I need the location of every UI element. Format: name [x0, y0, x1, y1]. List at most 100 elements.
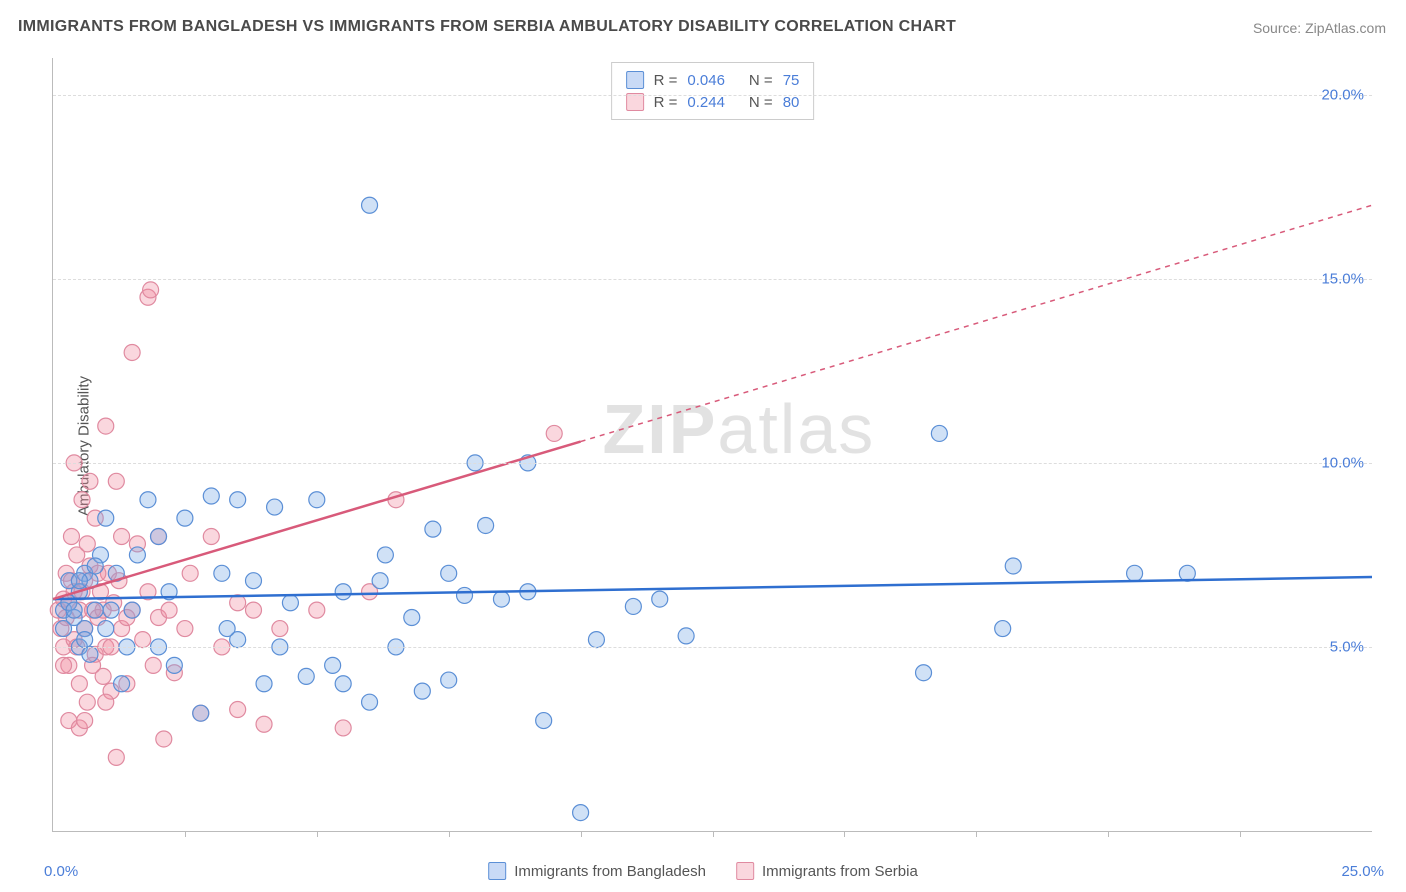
data-point — [166, 657, 182, 673]
data-point — [135, 632, 151, 648]
data-point — [214, 565, 230, 581]
data-point — [151, 529, 167, 545]
data-point — [1127, 565, 1143, 581]
data-point — [362, 197, 378, 213]
data-point — [414, 683, 430, 699]
data-point — [82, 473, 98, 489]
data-point — [140, 492, 156, 508]
data-point — [282, 595, 298, 611]
data-point — [573, 805, 589, 821]
x-max-label: 25.0% — [1341, 863, 1384, 880]
data-point — [256, 716, 272, 732]
data-point — [335, 720, 351, 736]
legend-label: Immigrants from Bangladesh — [514, 863, 706, 880]
data-point — [267, 499, 283, 515]
data-point — [457, 587, 473, 603]
data-point — [203, 529, 219, 545]
x-tick — [317, 831, 318, 837]
data-point — [124, 602, 140, 618]
data-point — [182, 565, 198, 581]
data-point — [145, 657, 161, 673]
data-point — [177, 510, 193, 526]
data-point — [493, 591, 509, 607]
data-point — [625, 598, 641, 614]
x-tick — [713, 831, 714, 837]
series-legend: Immigrants from Bangladesh Immigrants fr… — [488, 862, 918, 880]
data-point — [66, 602, 82, 618]
swatch-icon — [736, 862, 754, 880]
data-point — [156, 731, 172, 747]
data-point — [230, 702, 246, 718]
data-point — [129, 547, 145, 563]
data-point — [87, 602, 103, 618]
data-point — [108, 473, 124, 489]
data-point — [478, 517, 494, 533]
data-point — [272, 621, 288, 637]
legend-item-bangladesh: Immigrants from Bangladesh — [488, 862, 706, 880]
data-point — [98, 694, 114, 710]
data-point — [161, 602, 177, 618]
data-point — [245, 602, 261, 618]
data-point — [193, 705, 209, 721]
data-point — [77, 713, 93, 729]
plot-svg — [53, 58, 1372, 831]
data-point — [298, 668, 314, 684]
chart-container: IMMIGRANTS FROM BANGLADESH VS IMMIGRANTS… — [0, 0, 1406, 892]
x-tick — [844, 831, 845, 837]
x-min-label: 0.0% — [44, 863, 78, 880]
data-point — [63, 529, 79, 545]
grid-line — [53, 279, 1372, 280]
grid-line — [53, 95, 1372, 96]
plot-area: R = 0.046 N = 75 R = 0.244 N = 80 ZIPatl… — [52, 58, 1372, 832]
data-point — [56, 657, 72, 673]
data-point — [678, 628, 694, 644]
data-point — [203, 488, 219, 504]
x-tick — [1240, 831, 1241, 837]
data-point — [103, 602, 119, 618]
grid-line — [53, 647, 1372, 648]
y-tick-label: 15.0% — [1321, 270, 1364, 287]
x-tick — [976, 831, 977, 837]
y-tick-label: 10.0% — [1321, 454, 1364, 471]
trend-line — [53, 442, 581, 600]
data-point — [652, 591, 668, 607]
data-point — [309, 492, 325, 508]
data-point — [1005, 558, 1021, 574]
data-point — [546, 425, 562, 441]
trend-line-extrapolated — [581, 205, 1372, 441]
data-point — [98, 621, 114, 637]
data-point — [124, 344, 140, 360]
data-point — [82, 646, 98, 662]
data-point — [916, 665, 932, 681]
data-point — [588, 632, 604, 648]
data-point — [98, 510, 114, 526]
legend-item-serbia: Immigrants from Serbia — [736, 862, 918, 880]
data-point — [143, 282, 159, 298]
data-point — [995, 621, 1011, 637]
data-point — [425, 521, 441, 537]
chart-title: IMMIGRANTS FROM BANGLADESH VS IMMIGRANTS… — [18, 18, 956, 36]
data-point — [87, 558, 103, 574]
grid-line — [53, 463, 1372, 464]
data-point — [79, 694, 95, 710]
data-point — [325, 657, 341, 673]
data-point — [108, 749, 124, 765]
data-point — [71, 676, 87, 692]
data-point — [230, 492, 246, 508]
data-point — [77, 632, 93, 648]
data-point — [372, 573, 388, 589]
y-tick-label: 20.0% — [1321, 86, 1364, 103]
data-point — [114, 676, 130, 692]
x-tick — [185, 831, 186, 837]
data-point — [74, 492, 90, 508]
data-point — [362, 694, 378, 710]
data-point — [335, 676, 351, 692]
data-point — [256, 676, 272, 692]
y-tick-label: 5.0% — [1330, 638, 1364, 655]
data-point — [56, 621, 72, 637]
swatch-icon — [488, 862, 506, 880]
data-point — [377, 547, 393, 563]
data-point — [441, 565, 457, 581]
x-tick — [581, 831, 582, 837]
legend-label: Immigrants from Serbia — [762, 863, 918, 880]
